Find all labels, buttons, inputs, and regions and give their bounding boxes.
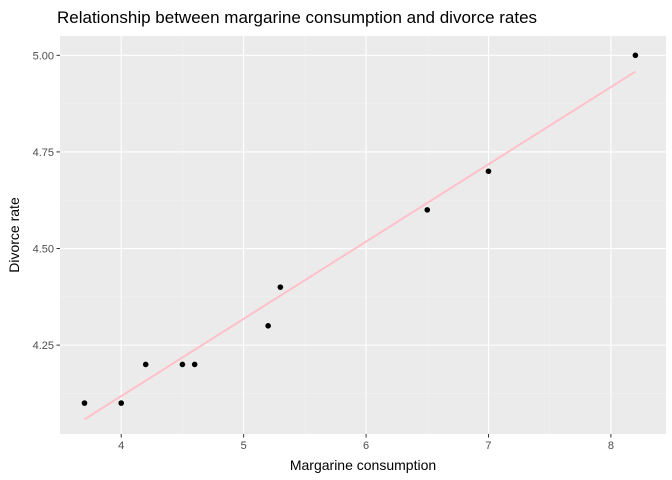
x-tick-label: 4 — [118, 440, 124, 452]
y-tick-label: 4.25 — [33, 340, 54, 352]
y-axis-title: Divorce rate — [6, 197, 22, 273]
data-point — [81, 400, 88, 406]
data-point — [277, 284, 284, 290]
y-tick-label: 4.50 — [33, 244, 54, 256]
data-point — [191, 361, 198, 368]
plot-panel — [60, 36, 666, 434]
y-axis-ticks: 4.25 4.50 4.75 5.00 — [33, 50, 60, 352]
data-point — [424, 207, 431, 213]
chart-title: Relationship between margarine consumpti… — [57, 8, 537, 27]
data-point — [142, 361, 149, 368]
x-tick-label: 7 — [485, 440, 491, 452]
y-tick-label: 5.00 — [33, 50, 54, 62]
x-axis-title: Margarine consumption — [290, 457, 436, 473]
trend-line — [83, 70, 636, 421]
data-point — [265, 323, 271, 329]
data-point — [179, 361, 186, 368]
x-tick-label: 5 — [241, 440, 247, 452]
gridlines — [60, 36, 666, 434]
data-point — [632, 52, 639, 59]
data-point — [485, 168, 492, 175]
data-points — [81, 52, 639, 406]
x-axis-ticks: 4 5 6 7 8 — [118, 434, 614, 452]
x-tick-label: 6 — [363, 440, 369, 452]
y-tick-label: 4.75 — [33, 147, 54, 159]
x-tick-label: 8 — [608, 440, 614, 452]
data-point — [118, 400, 125, 406]
